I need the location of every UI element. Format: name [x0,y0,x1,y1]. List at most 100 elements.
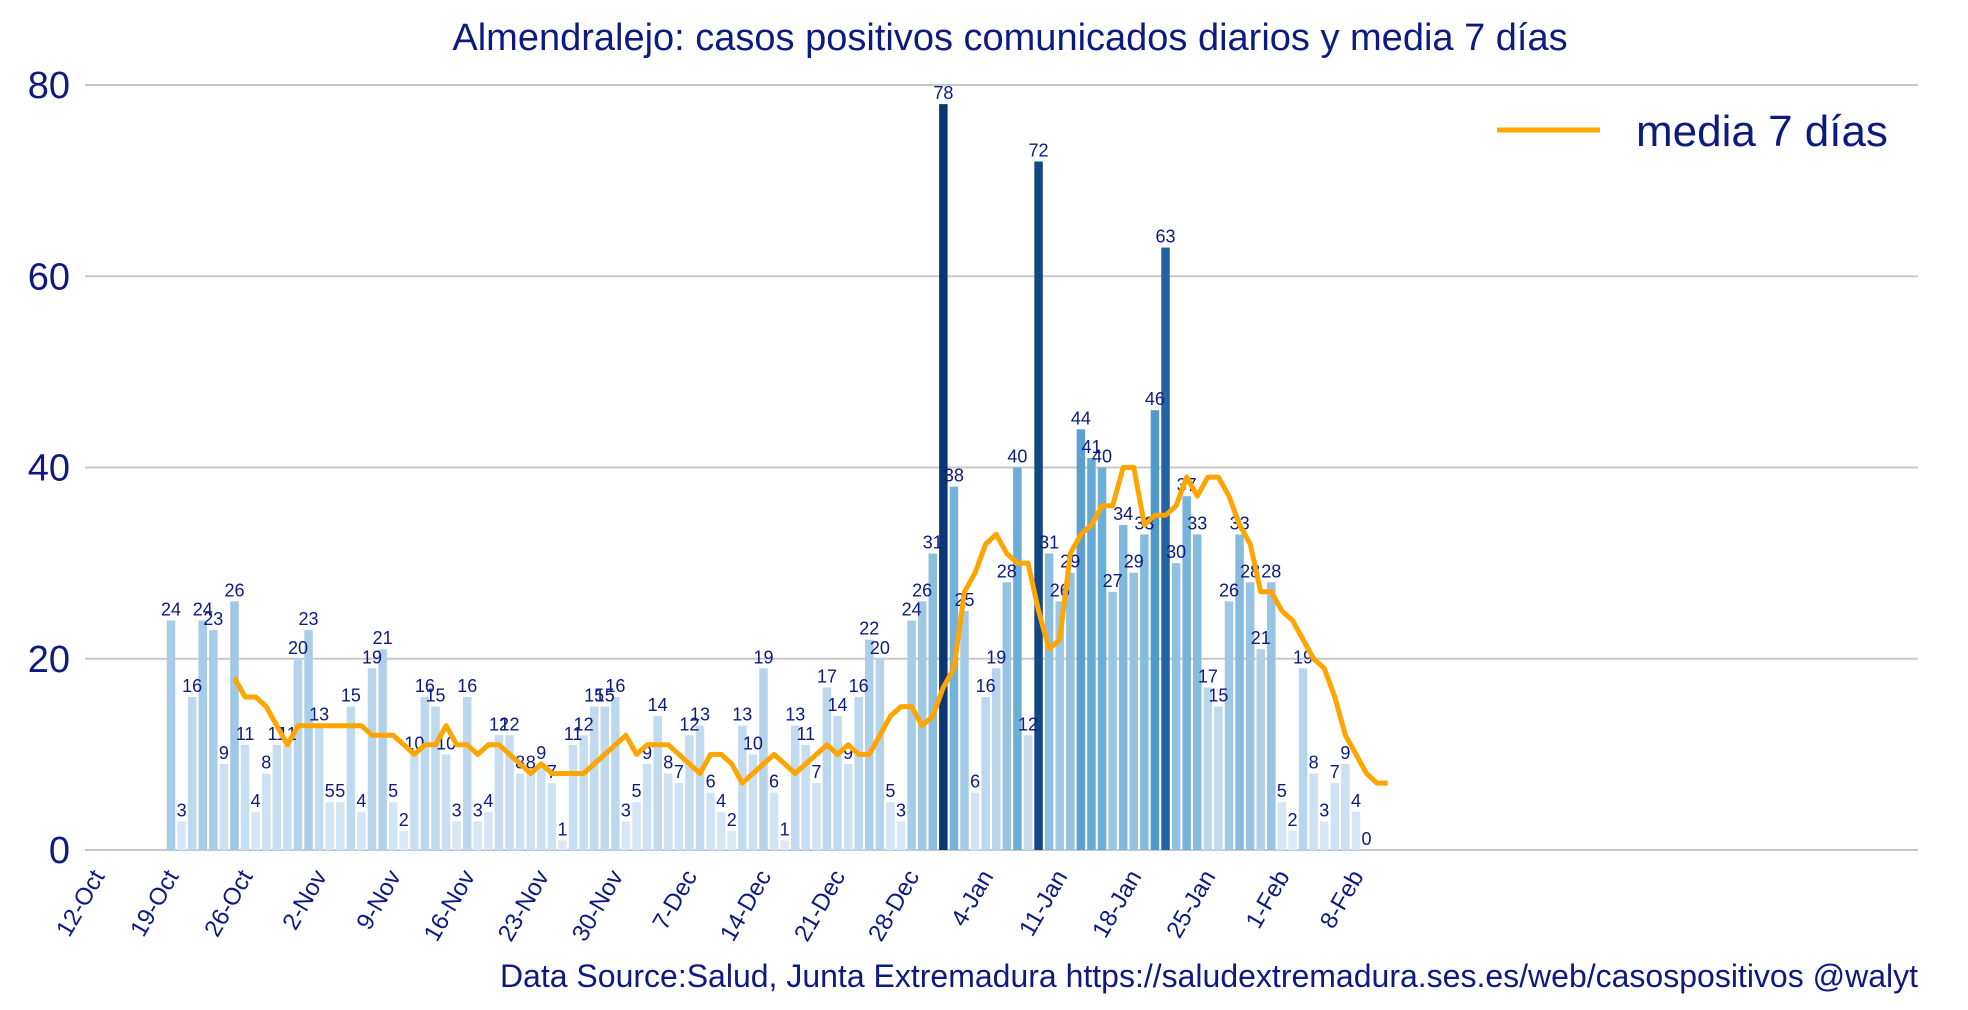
bar-value-label: 16 [605,676,625,696]
bar-value-label: 9 [642,743,652,763]
bar-value-label: 15 [595,686,615,706]
bar [1224,601,1234,850]
bar-value-label: 11 [796,724,815,744]
bar [399,830,409,850]
bar [1267,582,1276,850]
bar [1076,429,1086,850]
bar-value-label: 20 [870,638,890,658]
bar [1235,534,1244,850]
x-tick-label: 2-Nov [277,866,332,935]
bar-value-label: 17 [817,666,837,686]
bar [1087,457,1096,850]
bar [727,830,736,850]
bar [632,802,641,850]
bar [875,658,885,850]
bar [865,639,874,850]
bar-value-label: 4 [716,791,726,811]
bar [261,773,271,850]
bar-value-label: 6 [706,772,716,792]
bar [1140,534,1149,850]
bar [790,725,800,850]
bar-value-label: 24 [193,600,213,620]
bar [1150,410,1160,850]
bar-value-label: 20 [288,638,308,658]
bar [812,783,821,850]
bar [367,668,377,850]
bar [240,744,250,850]
bar-value-label: 16 [457,676,477,696]
bar-value-label: 34 [1113,504,1133,524]
bar [325,802,334,850]
bar [642,763,652,850]
bar-value-label: 22 [859,619,879,639]
bar-value-label: 23 [203,609,223,629]
bar [854,697,863,850]
bar-value-label: 7 [811,762,821,782]
bar [547,783,557,850]
x-tick-label: 8-Feb [1315,866,1370,934]
bar [1044,553,1054,850]
bar-value-label: 11 [236,724,255,744]
bar-value-label: 21 [1251,628,1271,648]
bar-value-label: 2 [399,810,409,830]
bar-value-label: 24 [161,600,181,620]
x-tick-label: 23-Nov [493,866,555,947]
bar [621,821,631,850]
bar [685,735,694,850]
bar [568,744,578,850]
bar-value-label: 4 [483,791,493,811]
bar-value-label: 78 [933,83,953,103]
bar [886,802,895,850]
source-caption: Data Source:Salud, Junta Extremadura htt… [500,958,1918,994]
bar [494,735,504,850]
bar [1108,591,1117,850]
x-tick-label: 25-Jan [1161,866,1221,943]
bar-value-label: 33 [1187,513,1207,533]
bar [484,811,493,850]
bar [1256,649,1265,850]
bar-value-label: 3 [896,800,906,820]
bar-value-label: 5 [1277,781,1287,801]
media-7-dias-line [232,465,1388,786]
bar [198,620,207,850]
bar-value-label: 13 [690,705,710,725]
bar [314,725,324,850]
x-tick-label: 14-Dec [715,866,777,947]
bar-value-label: 3 [621,800,631,820]
bar [187,697,197,850]
bar-value-label: 9 [219,743,229,763]
bar-value-label: 5 [335,781,345,801]
bar-value-label: 1 [780,819,790,839]
bar-value-label: 1 [557,819,567,839]
bar [1034,161,1043,850]
bar-value-label: 12 [574,714,594,734]
bar [515,773,525,850]
bar [579,735,588,850]
bar-value-label: 17 [1198,666,1218,686]
bar [653,716,662,850]
bar-value-label: 21 [373,628,393,648]
bar [283,744,292,850]
bar-value-label: 2 [1287,810,1297,830]
bar [1319,821,1329,850]
bar-value-label: 8 [1309,753,1319,773]
bar-value-label: 12 [500,714,520,734]
bar [716,811,726,850]
bar [209,630,218,850]
bar [1066,572,1075,850]
bar-value-label: 4 [251,791,261,811]
bar [1277,802,1287,850]
bar [1341,763,1350,850]
bar-value-label: 19 [986,647,1006,667]
bar [272,744,282,850]
bar-value-label: 41 [1081,437,1101,457]
bar [1118,524,1128,850]
bar [981,697,990,850]
bar [1309,773,1318,850]
bar [388,802,398,850]
bar [1288,830,1297,850]
bar [822,687,832,850]
x-tick-label: 21-Dec [789,866,851,947]
bar-value-label: 15 [341,686,361,706]
bar-value-label: 5 [632,781,642,801]
